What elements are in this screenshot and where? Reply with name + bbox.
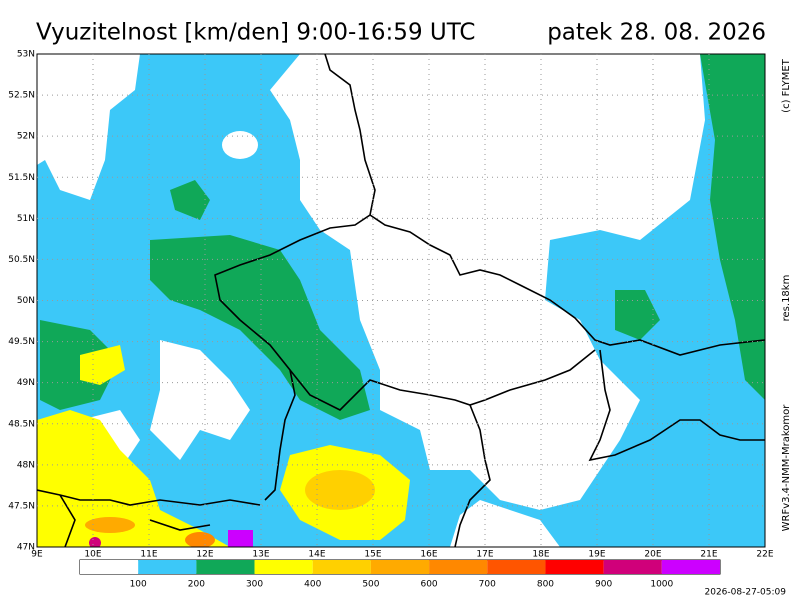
colorbar-swatch — [80, 560, 139, 574]
lon-label: 9E — [31, 550, 43, 560]
colorbar-swatch — [370, 560, 430, 574]
lat-label: 49.5N — [8, 337, 35, 347]
lat-label: 51.5N — [8, 173, 35, 183]
colorbar-swatch — [138, 560, 197, 574]
colorbar-swatch — [429, 560, 488, 574]
colorbar-swatch — [545, 560, 604, 574]
colorbar-swatch — [196, 560, 255, 574]
colorbar-label: 900 — [595, 580, 612, 590]
lon-label: 15E — [364, 550, 381, 560]
field — [37, 54, 765, 547]
colorbar-label: 600 — [420, 580, 437, 590]
lon-label: 18E — [532, 550, 549, 560]
colorbar-swatch — [661, 560, 720, 574]
lat-label: 52.5N — [8, 91, 35, 101]
lon-label: 20E — [644, 550, 661, 560]
lat-label: 51N — [17, 214, 35, 224]
lat-label: 48N — [17, 460, 35, 470]
lon-label: 14E — [308, 550, 325, 560]
borders — [37, 54, 765, 547]
colorbar-label: 500 — [362, 580, 379, 590]
colorbar-label: 200 — [188, 580, 205, 590]
colorbar-label: 100 — [130, 580, 147, 590]
colorbar-swatch — [487, 560, 546, 574]
colorbar-label: 700 — [479, 580, 496, 590]
colorbar-label: 800 — [537, 580, 554, 590]
lat-label: 52N — [17, 132, 35, 142]
lat-label: 49N — [17, 378, 35, 388]
lon-label: 19E — [588, 550, 605, 560]
lat-label: 48.5N — [8, 419, 35, 429]
colorbar-swatch — [603, 560, 662, 574]
date: patek 28. 08. 2026 — [547, 20, 766, 46]
colorbar-label: 300 — [246, 580, 263, 590]
lon-label: 22E — [756, 550, 773, 560]
credit: (c) FLYMET — [781, 58, 792, 113]
lat-label: 47.5N — [8, 501, 35, 511]
lat-label: 47N — [17, 543, 35, 553]
colorbar-swatch — [254, 560, 313, 574]
title: Vyuzitelnost [km/den] 9:00-16:59 UTC — [36, 20, 475, 46]
colorbar-swatch — [312, 560, 371, 574]
lon-label: 17E — [476, 550, 493, 560]
resolution: res.18km — [781, 275, 792, 322]
lat-label: 53N — [17, 50, 35, 60]
lon-label: 13E — [252, 550, 269, 560]
lat-label: 50N — [17, 296, 35, 306]
lon-label: 11E — [140, 550, 157, 560]
lon-label: 12E — [196, 550, 213, 560]
colorbar-label: 400 — [304, 580, 321, 590]
timestamp: 2026-08-27-05:09 — [705, 588, 787, 598]
lon-label: 16E — [420, 550, 437, 560]
model: WRFv3.4-NMM-Mrakomor — [781, 404, 792, 532]
colorbar-label: 1000 — [650, 580, 673, 590]
lat-label: 50.5N — [8, 255, 35, 265]
lon-label: 21E — [700, 550, 717, 560]
lon-label: 10E — [84, 550, 101, 560]
